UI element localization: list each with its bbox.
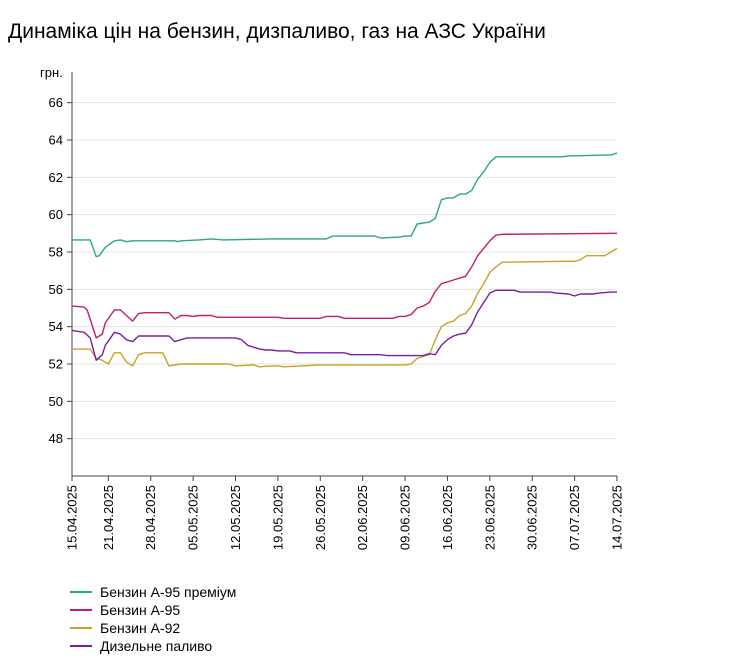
series-line-0 — [72, 152, 618, 258]
series-line-3 — [71, 289, 617, 361]
legend-item-premium: Бензин А-95 преміум — [70, 583, 236, 601]
legend-swatch — [70, 591, 92, 593]
x-tick-label: 15.04.2025 — [65, 485, 80, 550]
x-tick-label: 05.05.2025 — [186, 485, 201, 550]
legend-item-a92: Бензин А-92 — [70, 619, 236, 637]
legend-label: Бензин А-95 преміум — [100, 584, 237, 600]
series-line-1 — [71, 232, 618, 339]
legend-swatch — [70, 645, 92, 647]
y-tick-label: 48 — [49, 431, 63, 446]
y-tick-label: 60 — [49, 207, 63, 222]
legend-item-diesel: Дизельне паливо — [70, 637, 236, 655]
series-lines — [71, 152, 618, 368]
legend-label: Бензин А-95 — [100, 602, 181, 618]
x-tick-label: 12.05.2025 — [228, 485, 243, 550]
x-tick-label: 16.06.2025 — [440, 485, 455, 550]
x-tick-label: 09.06.2025 — [398, 485, 413, 550]
y-tick-label: 54 — [49, 319, 63, 334]
legend-label: Бензин А-92 — [100, 620, 181, 636]
x-tick-label: 07.07.2025 — [567, 485, 582, 550]
y-tick-label: 64 — [49, 133, 63, 148]
x-tick-label: 28.04.2025 — [143, 485, 158, 550]
legend-swatch — [70, 609, 92, 611]
grid — [72, 102, 617, 440]
x-tick-label: 23.06.2025 — [482, 485, 497, 550]
y-tick-label: 58 — [49, 245, 63, 260]
x-tick-label: 26.05.2025 — [313, 485, 328, 550]
x-tick-label: 02.06.2025 — [355, 485, 370, 550]
y-tick-label: 50 — [49, 394, 63, 409]
x-tick-label: 14.07.2025 — [610, 485, 625, 550]
series-line-2 — [72, 247, 618, 368]
legend: Бензин А-95 преміум Бензин А-95 Бензин А… — [70, 583, 236, 655]
line-chart: грн. 48 50 52 54 56 58 60 62 64 66 15.04.2025 21.04… — [40, 65, 625, 550]
legend-label: Дизельне паливо — [100, 638, 213, 654]
y-axis-label: грн. — [40, 65, 63, 80]
legend-swatch — [70, 627, 92, 629]
legend-item-a95: Бензин А-95 — [70, 601, 236, 619]
y-tick-label: 66 — [49, 95, 63, 110]
x-tick-label: 19.05.2025 — [270, 485, 285, 550]
chart-title: Динаміка цін на бензин, дизпаливо, газ н… — [8, 20, 546, 43]
x-tick-label: 21.04.2025 — [101, 485, 116, 550]
y-tick-label: 62 — [49, 170, 63, 185]
axes: 48 50 52 54 56 58 60 62 64 66 15.04.2025 21.04.2025… — [49, 72, 625, 550]
y-tick-label: 52 — [49, 357, 63, 372]
x-tick-label: 30.06.2025 — [525, 485, 540, 550]
y-tick-label: 56 — [49, 282, 63, 297]
